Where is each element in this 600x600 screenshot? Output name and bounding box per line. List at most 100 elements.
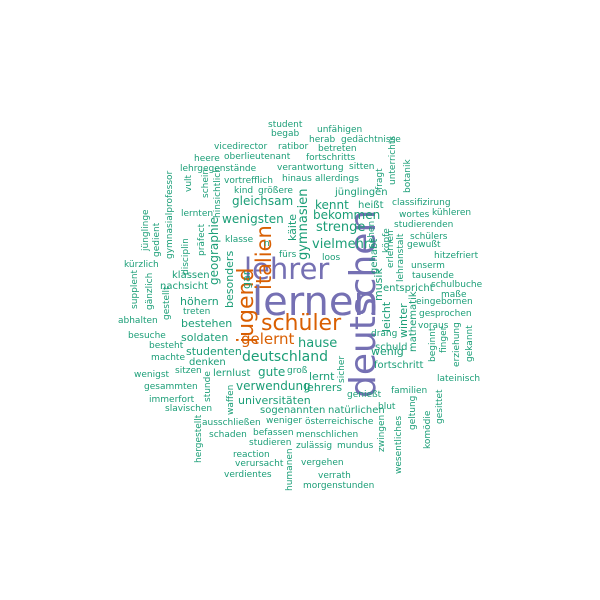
word: jünglinge <box>141 209 151 251</box>
word: besonders <box>223 250 236 308</box>
word: heere <box>194 154 220 164</box>
word: humanen <box>285 448 295 491</box>
word: lernen <box>252 279 379 325</box>
word: besteht <box>149 341 184 351</box>
word: schüler <box>261 311 342 336</box>
word: disciplin <box>181 238 191 275</box>
word: verrath <box>318 471 351 481</box>
word: zulässig <box>296 441 333 451</box>
word: wenig <box>371 345 404 358</box>
word: unterrichts <box>388 135 398 185</box>
word: wortes <box>399 210 430 220</box>
word: leicht <box>380 301 393 332</box>
word: erziehung <box>452 322 462 367</box>
word: familien <box>391 386 428 396</box>
word: ausschließen <box>202 418 261 428</box>
word: voraus <box>418 321 449 331</box>
word: beginnt <box>428 327 438 362</box>
word: treten <box>183 307 211 317</box>
word: blut <box>378 402 396 412</box>
word: supplent <box>130 269 140 309</box>
word: waffen <box>226 384 236 415</box>
word: hergestellt <box>194 414 204 463</box>
word: gute <box>258 365 286 379</box>
word: deutschland <box>242 349 328 365</box>
word: kühleren <box>432 208 472 218</box>
word: gewußt <box>407 240 441 250</box>
word: verursacht <box>235 459 284 469</box>
word: geltung <box>408 395 418 430</box>
word: klassen <box>172 270 210 281</box>
word: gekannt <box>465 325 475 362</box>
word: menschlichen <box>296 430 359 440</box>
word: höhern <box>180 295 219 308</box>
word: sicher <box>337 355 347 383</box>
word: gar <box>240 270 253 289</box>
word: vortrefflich <box>224 176 273 186</box>
word: finger <box>439 326 449 353</box>
word: maße <box>441 290 467 300</box>
word: abhalten <box>118 316 158 326</box>
word: wesentliches <box>394 415 404 474</box>
word: gelernt <box>241 330 295 348</box>
word: vergehen <box>301 458 344 468</box>
word: begab <box>271 129 300 139</box>
word: gleichsam <box>232 194 294 208</box>
word: geographie <box>207 216 221 285</box>
word: studenten <box>186 345 242 358</box>
word: student <box>268 120 303 130</box>
word: vicedirector <box>214 142 268 152</box>
word: schulbuche <box>431 280 483 290</box>
word: botanik <box>403 159 413 193</box>
word: italien <box>252 225 276 290</box>
word: sitten <box>349 162 375 172</box>
word: bestehen <box>181 317 233 330</box>
word: besuche <box>128 331 166 341</box>
word: heißt <box>358 200 384 211</box>
word: hinsichtlich <box>213 167 223 218</box>
word: weniger <box>266 416 303 426</box>
word: studieren <box>249 438 292 448</box>
word: gesammten <box>144 382 198 392</box>
word: fürs <box>279 250 297 260</box>
word: gestellt <box>162 286 172 320</box>
word: drang <box>371 329 398 339</box>
word: käite <box>286 213 299 241</box>
word: gesittet <box>435 389 445 424</box>
word: nachsicht <box>160 281 209 292</box>
word: slavischen <box>165 404 213 414</box>
word: natürlichen <box>328 405 385 416</box>
word: größere <box>258 186 293 196</box>
word: genießt <box>347 390 382 400</box>
word: sehen <box>367 220 377 248</box>
word: erlernen <box>386 230 396 268</box>
word: wenigsten <box>222 212 284 226</box>
word: lehrgegenstände <box>180 164 257 174</box>
word: jünglingen <box>335 187 388 198</box>
word: n <box>264 239 270 249</box>
word: betreten <box>318 144 357 154</box>
word: tausende <box>412 271 454 281</box>
word: komödie <box>423 410 433 449</box>
word: morgenstunden <box>303 481 375 491</box>
word: kürzlich <box>124 260 159 270</box>
word: reaction <box>233 450 270 460</box>
word: studierenden <box>394 220 454 230</box>
word: allerdings <box>315 174 359 184</box>
word: soldaten <box>181 331 229 344</box>
word: unserm <box>411 261 445 271</box>
word: herab <box>309 135 336 145</box>
word: lehranstalt <box>396 233 406 282</box>
word: zwingen <box>377 414 387 452</box>
word: hause <box>298 336 338 351</box>
word: fortschritt <box>374 360 424 371</box>
word: immerfort <box>149 395 195 405</box>
word: verwendung <box>236 379 311 393</box>
word: unfähigen <box>317 125 363 135</box>
word: denken <box>189 357 226 368</box>
word: lernlust <box>213 368 251 379</box>
word: schein <box>201 168 211 198</box>
word: lehrer <box>244 252 330 286</box>
word: sitzen <box>175 366 202 376</box>
